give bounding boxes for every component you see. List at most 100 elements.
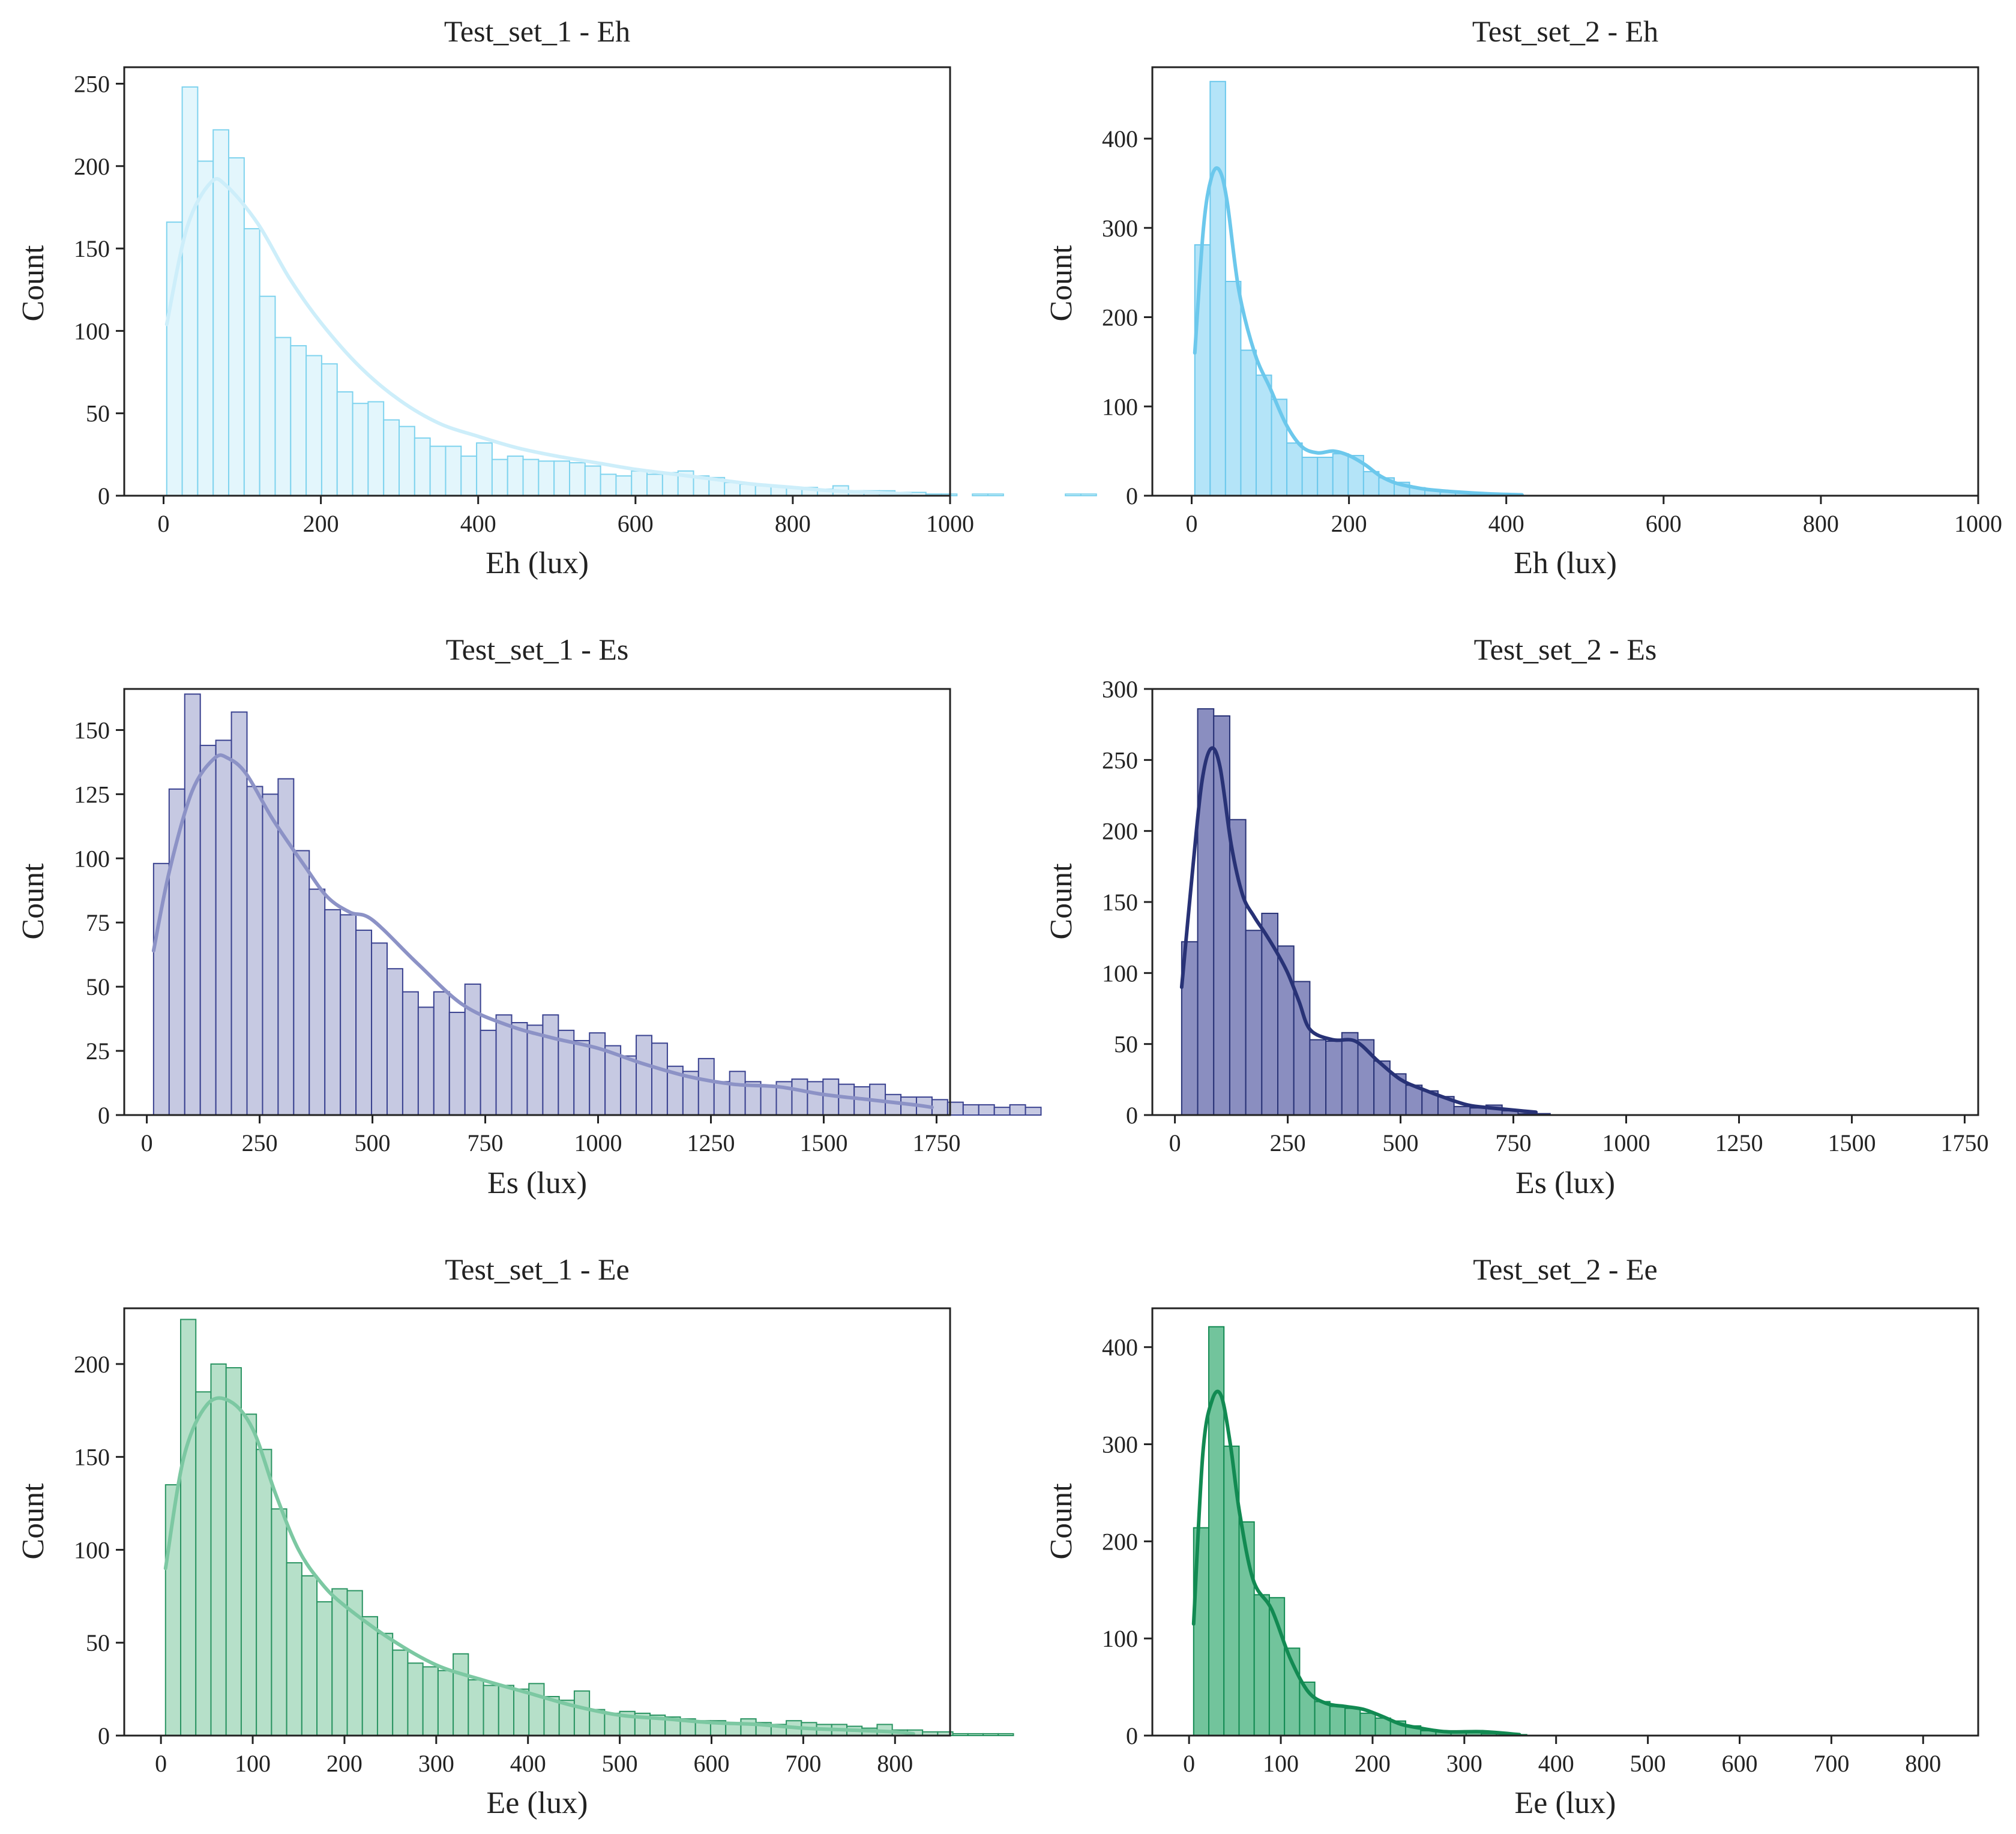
histogram-bar bbox=[542, 1014, 559, 1116]
histogram-bar bbox=[526, 1024, 544, 1116]
panel-test-set-1-eh: Test_set_1 - Eh Eh (lux) Count 0 200 400 60… bbox=[16, 14, 1097, 580]
bars bbox=[1194, 80, 1518, 497]
x-tick-label: 0 bbox=[1186, 510, 1198, 537]
histogram-bar bbox=[293, 850, 310, 1116]
panel-test-set-2-es: Test_set_2 - Es Es (lux) Count 0 250 500 75… bbox=[1044, 633, 1988, 1200]
x-tick-label: 500 bbox=[1383, 1129, 1419, 1156]
histogram-bar bbox=[522, 458, 540, 497]
histogram-bar bbox=[228, 157, 245, 497]
histogram-bar bbox=[274, 337, 292, 496]
y-tick-label: 100 bbox=[74, 1536, 110, 1563]
kde-curve bbox=[163, 1396, 915, 1736]
x-ticks: 0 100 200 300 400 500 600 700 800 bbox=[1183, 1736, 1941, 1777]
histogram-bar bbox=[553, 460, 570, 497]
histogram-bar bbox=[507, 455, 524, 497]
histogram-bar bbox=[1362, 471, 1380, 497]
histogram-bar bbox=[573, 1039, 591, 1116]
histogram-bar bbox=[838, 1083, 855, 1116]
y-tick-label: 125 bbox=[74, 781, 110, 808]
y-tick-label: 200 bbox=[74, 1351, 110, 1378]
y-ticks: 0 50 100 150 200 bbox=[74, 1351, 124, 1749]
x-tick-label: 600 bbox=[693, 1750, 729, 1777]
x-ticks: 0 250 500 750 1000 1250 1500 1750 bbox=[141, 1115, 960, 1156]
histogram-bar bbox=[1080, 493, 1097, 496]
histogram-bar bbox=[1229, 819, 1247, 1116]
histogram-bar bbox=[417, 1006, 435, 1116]
histogram-bar bbox=[636, 1035, 652, 1116]
histogram-bar bbox=[1197, 708, 1215, 1116]
histogram-bar bbox=[513, 1688, 530, 1737]
y-tick-label: 300 bbox=[1102, 215, 1138, 242]
histogram-bar bbox=[1286, 442, 1303, 496]
kde-curve bbox=[164, 176, 913, 496]
plot-frame bbox=[123, 688, 951, 1116]
histogram-bar bbox=[468, 1679, 484, 1736]
x-tick-label: 200 bbox=[1355, 1750, 1391, 1777]
x-tick-label: 400 bbox=[460, 510, 496, 537]
x-tick-label: 0 bbox=[1169, 1129, 1181, 1156]
histogram-bar bbox=[215, 739, 232, 1116]
y-axis-label: Count bbox=[1044, 1483, 1079, 1560]
histogram-bar bbox=[1332, 453, 1349, 497]
histogram-bar bbox=[414, 437, 431, 497]
histogram-bar bbox=[972, 493, 989, 496]
kde-curve bbox=[1191, 1389, 1521, 1737]
x-tick-label: 1000 bbox=[926, 510, 974, 537]
x-tick-label: 300 bbox=[418, 1750, 454, 1777]
histogram-bar bbox=[997, 1733, 1014, 1736]
histogram-bar bbox=[453, 1653, 469, 1737]
histogram-bar bbox=[352, 403, 369, 496]
y-ticks: 0 50 100 150 200 250 300 bbox=[1102, 676, 1152, 1129]
x-tick-label: 500 bbox=[602, 1750, 638, 1777]
histogram-bar bbox=[724, 482, 741, 497]
y-tick-label: 150 bbox=[1102, 889, 1138, 916]
histogram-bar bbox=[1009, 1104, 1026, 1116]
histogram-bar bbox=[1317, 457, 1334, 496]
histogram-bar bbox=[498, 1685, 515, 1736]
chart-title: Test_set_1 - Ee bbox=[445, 1252, 630, 1286]
x-tick-label: 700 bbox=[1813, 1750, 1849, 1777]
histogram-bar bbox=[931, 1099, 948, 1116]
y-tick-label: 400 bbox=[1102, 125, 1138, 152]
x-tick-label: 600 bbox=[1646, 510, 1682, 537]
histogram-bar bbox=[367, 401, 385, 496]
histogram-bar bbox=[573, 1690, 591, 1736]
histogram-bar bbox=[316, 1601, 333, 1737]
x-tick-label: 800 bbox=[877, 1750, 913, 1777]
x-tick-label: 1000 bbox=[574, 1129, 622, 1156]
histogram-bar bbox=[1025, 1107, 1042, 1116]
histogram-bar bbox=[1341, 1032, 1359, 1116]
y-tick-label: 150 bbox=[74, 1444, 110, 1471]
y-ticks: 0 100 200 300 400 bbox=[1102, 1334, 1152, 1749]
histogram-bar bbox=[1065, 493, 1082, 496]
plot-frame bbox=[123, 66, 951, 497]
histogram-bar bbox=[429, 445, 447, 496]
histogram-bar bbox=[445, 445, 462, 496]
histogram-bar bbox=[511, 1022, 528, 1116]
histogram-bar bbox=[1314, 1701, 1331, 1737]
histogram-bar bbox=[422, 1666, 439, 1736]
x-tick-label: 800 bbox=[775, 510, 811, 537]
y-axis-label: Count bbox=[1044, 245, 1079, 322]
x-axis-label: Ee (lux) bbox=[1515, 1786, 1616, 1820]
histogram-bar bbox=[197, 160, 214, 496]
x-tick-label: 800 bbox=[1905, 1750, 1941, 1777]
y-tick-label: 0 bbox=[98, 1102, 110, 1129]
histogram-bar bbox=[1277, 945, 1295, 1116]
histogram-bar bbox=[760, 1086, 777, 1116]
x-tick-label: 250 bbox=[242, 1129, 278, 1156]
histogram-bar bbox=[952, 1733, 969, 1736]
histogram-bar bbox=[1255, 374, 1272, 496]
y-tick-label: 400 bbox=[1102, 1334, 1138, 1361]
chart-title: Test_set_2 - Eh bbox=[1472, 14, 1658, 48]
y-ticks: 0 50 100 150 200 250 bbox=[74, 70, 124, 510]
panel-test-set-1-ee: Test_set_1 - Ee Ee (lux) Count 0 100 200 30… bbox=[16, 1252, 1014, 1820]
x-ticks: 0 200 400 600 800 1000 bbox=[1186, 496, 2002, 537]
histogram-bar bbox=[1224, 281, 1242, 496]
x-tick-label: 200 bbox=[303, 510, 339, 537]
histogram-bar bbox=[1309, 1039, 1327, 1116]
x-tick-label: 1000 bbox=[1602, 1129, 1650, 1156]
histogram-bar bbox=[448, 1011, 466, 1116]
y-ticks: 0 25 50 75 100 125 150 bbox=[74, 717, 124, 1129]
x-tick-label: 400 bbox=[1488, 510, 1524, 537]
